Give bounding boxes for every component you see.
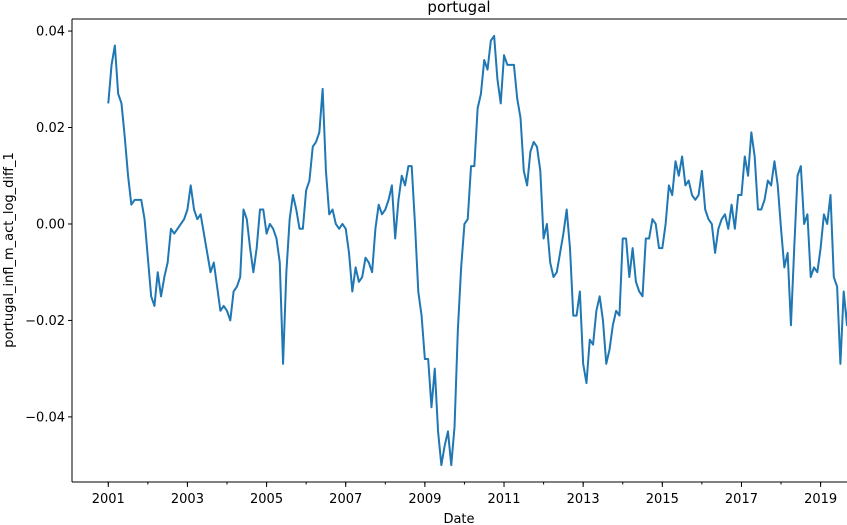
plot-frame (71, 18, 847, 483)
y-tick-label: −0.04 (25, 410, 65, 425)
series-line (107, 34, 847, 467)
x-tick-label: 2019 (804, 492, 837, 507)
x-tick-label: 2003 (171, 492, 204, 507)
y-tick-label: 0.00 (36, 217, 65, 232)
x-tick-label: 2005 (250, 492, 283, 507)
x-tick-label: 2017 (725, 492, 758, 507)
x-tick-label: 2011 (487, 492, 520, 507)
x-tick-label: 2007 (329, 492, 362, 507)
y-axis-label: portugal_infl_m_act_log_diff_1 (2, 152, 17, 348)
y-axis: −0.04 −0.02 0.00 0.02 0.04 (25, 25, 72, 425)
y-tick-label: 0.04 (36, 25, 65, 40)
x-axis-label: Date (443, 512, 474, 525)
x-tick-label: 2009 (408, 492, 441, 507)
x-tick-label: 2013 (567, 492, 600, 507)
x-tick-label: 2001 (92, 492, 125, 507)
chart-title: portugal (427, 0, 490, 16)
y-tick-label: 0.02 (36, 121, 65, 136)
x-axis: 2001 2003 2005 2007 2009 2011 2013 2015 2017 2019 (92, 482, 837, 507)
plot-area (72, 19, 847, 482)
x-tick-label: 2015 (646, 492, 679, 507)
y-tick-label: −0.02 (25, 314, 65, 329)
